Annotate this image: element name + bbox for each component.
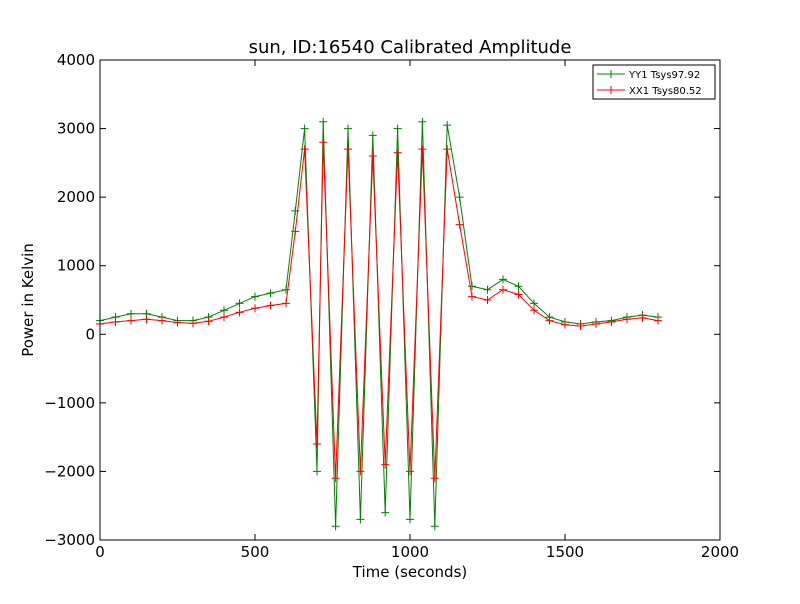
data-point-marker	[561, 320, 569, 329]
data-point-marker	[418, 117, 427, 126]
y-tick-label: 3000	[57, 120, 95, 138]
data-point-marker	[331, 474, 340, 483]
data-point-marker	[356, 515, 365, 524]
data-point-marker	[443, 121, 452, 130]
data-point-marker	[393, 124, 402, 133]
data-point-marker	[638, 313, 647, 322]
x-axis-label: Time (seconds)	[352, 563, 468, 581]
data-point-marker	[393, 148, 402, 157]
data-point-marker	[430, 474, 439, 483]
data-point-marker	[406, 467, 414, 476]
y-axis-label: Power in Kelvin	[19, 243, 37, 357]
data-point-marker	[344, 145, 352, 154]
data-point-marker	[514, 282, 523, 291]
data-point-marker	[158, 316, 166, 325]
data-point-marker	[576, 322, 585, 331]
data-point-marker	[483, 296, 492, 304]
data-point-marker	[455, 220, 464, 229]
x-tick-label: 1500	[546, 543, 584, 561]
data-point-marker	[418, 145, 427, 154]
y-tick-label: −3000	[44, 531, 95, 549]
data-point-marker	[291, 227, 300, 236]
y-tick-label: 4000	[57, 51, 95, 69]
legend-box	[592, 64, 716, 100]
data-point-marker	[499, 285, 507, 294]
data-point-marker	[344, 124, 352, 133]
data-point-marker	[381, 508, 390, 517]
data-point-marker	[406, 515, 414, 524]
data-point-marker	[483, 285, 492, 294]
data-point-marker	[430, 522, 439, 531]
data-point-marker	[368, 131, 377, 140]
data-point-marker	[282, 285, 290, 294]
legend-label-yy1: YY1 Tsys97.92	[628, 70, 700, 81]
data-point-marker	[530, 299, 538, 308]
data-point-marker	[499, 275, 507, 284]
data-point-marker	[266, 289, 275, 298]
y-tick-label: 2000	[57, 188, 95, 206]
data-point-marker	[443, 145, 452, 154]
series-1	[96, 138, 662, 483]
data-point-marker	[266, 301, 275, 310]
data-point-marker	[282, 299, 290, 308]
data-point-marker	[235, 308, 244, 317]
data-point-marker	[607, 317, 616, 326]
data-point-marker	[127, 316, 135, 325]
data-point-marker	[313, 467, 321, 476]
data-point-marker	[300, 124, 309, 133]
data-point-marker	[530, 306, 538, 315]
data-point-marker	[127, 309, 135, 318]
data-point-marker	[468, 282, 476, 291]
plot-frame	[99, 59, 721, 541]
data-point-marker	[468, 292, 476, 301]
data-point-marker	[220, 306, 228, 315]
data-point-marker	[173, 318, 182, 327]
data-point-marker	[592, 320, 600, 328]
axis-ticks: 0 500 1000 1500 2000 −3000 −2000 −1000 0 1000 2000…	[44, 51, 739, 561]
data-point-marker	[251, 304, 259, 313]
x-tick-label: 0	[95, 543, 105, 561]
data-point-marker	[235, 299, 244, 308]
y-tick-label: 0	[85, 325, 95, 343]
data-point-marker	[142, 315, 151, 324]
data-point-marker	[514, 290, 523, 299]
data-point-marker	[204, 317, 213, 326]
data-point-marker	[220, 313, 228, 322]
data-point-marker	[623, 315, 631, 324]
y-tick-label: −1000	[44, 394, 95, 412]
data-point-marker	[300, 145, 309, 154]
data-point-marker	[654, 316, 662, 325]
y-tick-label: 1000	[57, 257, 95, 275]
data-point-marker	[368, 152, 377, 160]
series-layer	[96, 117, 662, 531]
data-point-marker	[313, 440, 321, 448]
legend-label-xx1: XX1 Tsys80.52	[629, 86, 702, 97]
x-tick-label: 500	[241, 543, 270, 561]
legend: YY1 Tsys97.92 XX1 Tsys80.52	[592, 64, 716, 100]
data-point-marker	[545, 316, 554, 325]
data-point-marker	[111, 317, 120, 326]
data-point-marker	[189, 319, 197, 328]
chart-title: sun, ID:16540 Calibrated Amplitude	[249, 37, 572, 58]
data-point-marker	[319, 117, 328, 126]
x-tick-label: 1000	[391, 543, 429, 561]
data-point-marker	[356, 467, 365, 476]
data-point-marker	[319, 138, 328, 147]
x-tick-label: 2000	[701, 543, 739, 561]
data-point-marker	[381, 460, 390, 469]
data-point-marker	[331, 522, 340, 531]
data-point-marker	[455, 193, 464, 202]
y-tick-label: −2000	[44, 462, 95, 480]
data-point-marker	[251, 292, 259, 301]
